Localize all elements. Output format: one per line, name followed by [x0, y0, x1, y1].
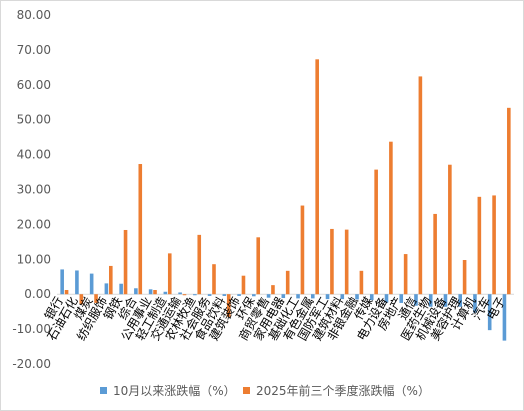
bar-first-three-quarters-28: [477, 196, 482, 295]
bar-first-three-quarters-23: [403, 254, 408, 295]
bar-first-three-quarters-1: [79, 294, 84, 305]
bars: [60, 59, 511, 341]
bar-october-7: [163, 291, 168, 295]
bar-october-30: [502, 294, 507, 341]
bar-first-three-quarters-6: [153, 290, 157, 295]
bar-first-three-quarters-14: [271, 285, 275, 295]
y-tick-label: 0.00: [24, 287, 51, 301]
bar-first-three-quarters-19: [344, 229, 349, 295]
bar-first-three-quarters-25: [433, 213, 437, 295]
bar-first-three-quarters-0: [64, 290, 69, 295]
bar-october-13: [252, 294, 256, 297]
bar-october-9: [193, 294, 197, 296]
y-axis-labels: 80.00 70.00 60.00 50.00 40.00 30.00 20.00 10.00…: [12, 8, 51, 371]
y-tick-label: 50.00: [17, 113, 51, 127]
y-tick-label: 40.00: [17, 148, 51, 162]
bar-first-three-quarters-4: [123, 229, 128, 295]
bar-october-18: [325, 294, 330, 300]
bar-october-8: [178, 292, 182, 295]
legend-label-october: 10月以来涨跌幅（%）: [113, 383, 236, 398]
y-tick-label: -20.00: [12, 357, 51, 371]
bar-october-14: [266, 294, 271, 298]
legend: 10月以来涨跌幅（%） 2025年前三个季度涨跌幅（%）: [100, 383, 430, 398]
bar-october-3: [104, 283, 109, 295]
bar-october-22: [384, 294, 389, 303]
bar-october-21: [369, 294, 374, 301]
bar-first-three-quarters-20: [359, 270, 364, 295]
bar-first-three-quarters-24: [418, 76, 423, 295]
y-tick-label: 10.00: [17, 252, 51, 266]
bar-october-19: [340, 294, 345, 300]
bar-first-three-quarters-8: [182, 294, 187, 296]
y-tick-label: 70.00: [17, 43, 51, 57]
bar-october-28: [473, 294, 477, 313]
legend-label-first-three-quarters: 2025年前三个季度涨跌幅（%）: [256, 383, 430, 398]
legend-swatch-october: [100, 387, 107, 394]
bar-october-25: [428, 294, 433, 307]
legend-swatch-first-three-quarters: [243, 387, 250, 394]
bar-first-three-quarters-30: [507, 107, 511, 295]
bar-october-29: [487, 294, 492, 331]
bar-october-6: [148, 289, 153, 295]
bar-first-three-quarters-16: [300, 205, 305, 295]
bar-first-three-quarters-21: [374, 169, 378, 295]
bar-first-three-quarters-18: [330, 228, 334, 295]
y-tick-label: 80.00: [17, 8, 51, 22]
bar-october-23: [399, 294, 404, 303]
bar-october-1: [75, 270, 79, 295]
bar-first-three-quarters-13: [256, 237, 261, 295]
bar-first-three-quarters-26: [448, 164, 452, 295]
bar-first-three-quarters-15: [285, 270, 290, 295]
bar-october-2: [89, 273, 94, 295]
bar-october-16: [296, 294, 300, 299]
y-tick-label: 20.00: [17, 217, 51, 231]
bar-first-three-quarters-10: [212, 264, 216, 295]
bar-first-three-quarters-27: [462, 260, 467, 295]
bar-first-three-quarters-12: [241, 275, 246, 295]
bar-first-three-quarters-2: [94, 294, 98, 303]
bar-october-26: [443, 294, 448, 307]
bar-october-11: [222, 294, 227, 296]
y-tick-label: -10.00: [12, 322, 51, 336]
bar-first-three-quarters-29: [492, 195, 496, 295]
y-tick-label: 30.00: [17, 183, 51, 197]
bar-october-27: [458, 294, 462, 307]
bar-october-17: [310, 294, 315, 299]
bar-october-4: [119, 283, 123, 295]
bar-first-three-quarters-11: [226, 294, 231, 317]
x-axis-labels: 银行石油石化煤炭纺织服饰钢铁综合公用事业轻工制造交通运输农林牧渔社会服务食品饮料…: [42, 294, 508, 343]
bar-october-24: [414, 294, 418, 306]
bar-october-15: [281, 294, 286, 299]
y-tick-label: 60.00: [17, 78, 51, 92]
bar-first-three-quarters-9: [197, 234, 202, 295]
bar-october-12: [237, 294, 241, 296]
bar-first-three-quarters-5: [138, 164, 143, 295]
bar-october-0: [60, 269, 64, 295]
bar-first-three-quarters-3: [109, 265, 113, 295]
bar-october-5: [134, 288, 138, 295]
bar-first-three-quarters-17: [315, 59, 319, 295]
bar-october-20: [355, 294, 359, 300]
bar-first-three-quarters-22: [389, 141, 393, 295]
bar-october-10: [207, 294, 212, 296]
bar-first-three-quarters-7: [167, 253, 172, 295]
